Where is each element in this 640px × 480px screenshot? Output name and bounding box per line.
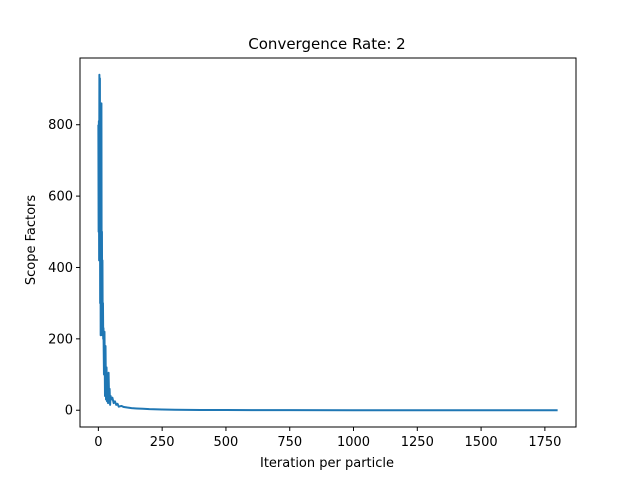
x-tick-label: 1000 [337, 435, 370, 450]
y-tick-label: 0 [65, 404, 73, 419]
y-tick-label: 200 [48, 332, 73, 347]
x-tick-label: 500 [214, 435, 239, 450]
x-ticks: 0 250 500 750 1000 1250 1500 1750 [94, 427, 561, 450]
plot-area [97, 73, 558, 412]
y-tick-label: 400 [48, 261, 73, 276]
y-tick-label: 800 [48, 118, 73, 133]
x-tick-label: 750 [277, 435, 302, 450]
x-axis-label: Iteration per particle [260, 456, 394, 471]
x-tick-label: 0 [94, 435, 102, 450]
plot-frame [79, 57, 577, 428]
y-tick-label: 600 [48, 190, 73, 205]
x-tick-label: 1500 [465, 435, 498, 450]
series-line-0 [97, 73, 558, 412]
x-tick-label: 1250 [401, 435, 434, 450]
x-tick-label: 250 [150, 435, 175, 450]
chart-title: Convergence Rate: 2 [248, 35, 405, 53]
y-ticks: 0 200 400 600 800 [48, 118, 80, 419]
x-tick-label: 1750 [528, 435, 561, 450]
y-axis-label: Scope Factors [24, 195, 39, 286]
